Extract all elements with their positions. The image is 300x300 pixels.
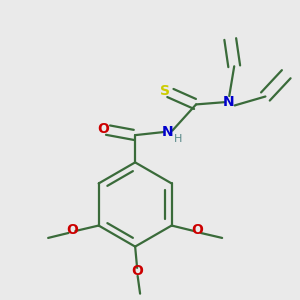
Text: O: O bbox=[97, 122, 109, 136]
Text: S: S bbox=[160, 84, 170, 98]
Text: N: N bbox=[161, 125, 173, 139]
Text: O: O bbox=[132, 264, 144, 278]
Text: O: O bbox=[191, 224, 203, 238]
Text: O: O bbox=[66, 224, 78, 238]
Text: H: H bbox=[174, 134, 182, 144]
Text: N: N bbox=[223, 95, 234, 109]
